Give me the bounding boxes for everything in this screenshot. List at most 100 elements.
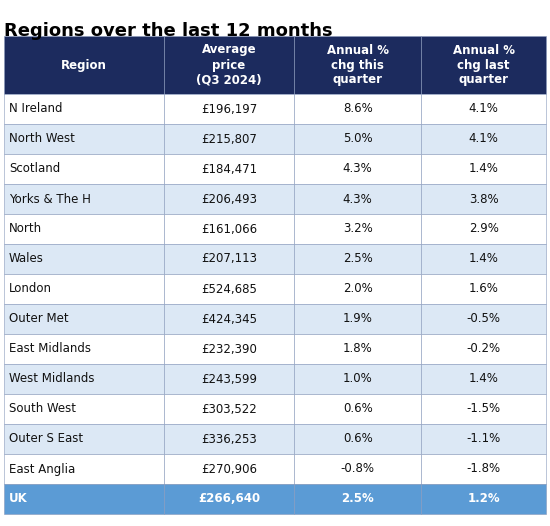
- Bar: [294, 184, 421, 214]
- Text: 5.0%: 5.0%: [343, 133, 372, 146]
- Bar: [4, 36, 164, 94]
- Bar: [294, 274, 421, 304]
- Text: 3.8%: 3.8%: [469, 193, 498, 206]
- Text: £207,113: £207,113: [201, 252, 257, 266]
- Bar: [4, 124, 164, 154]
- Bar: [164, 184, 294, 214]
- Bar: [164, 36, 294, 94]
- Bar: [164, 244, 294, 274]
- Bar: [421, 334, 546, 364]
- Bar: [4, 304, 164, 334]
- Bar: [164, 124, 294, 154]
- Text: Average
price
(Q3 2024): Average price (Q3 2024): [196, 44, 262, 86]
- Text: 0.6%: 0.6%: [343, 402, 372, 416]
- Text: 2.0%: 2.0%: [343, 282, 372, 296]
- Text: 2.5%: 2.5%: [342, 492, 374, 505]
- Bar: [421, 304, 546, 334]
- Text: -0.2%: -0.2%: [466, 342, 500, 356]
- Bar: [421, 364, 546, 394]
- Text: East Midlands: East Midlands: [9, 342, 91, 356]
- Text: £196,197: £196,197: [201, 103, 257, 116]
- Bar: [294, 334, 421, 364]
- Text: Scotland: Scotland: [9, 163, 60, 176]
- Bar: [4, 184, 164, 214]
- Bar: [421, 214, 546, 244]
- Bar: [4, 484, 164, 514]
- Bar: [164, 394, 294, 424]
- Text: N Ireland: N Ireland: [9, 103, 63, 116]
- Text: £303,522: £303,522: [201, 402, 257, 416]
- Text: West Midlands: West Midlands: [9, 372, 95, 386]
- Bar: [294, 124, 421, 154]
- Text: -1.8%: -1.8%: [466, 462, 500, 476]
- Bar: [294, 394, 421, 424]
- Bar: [164, 154, 294, 184]
- Bar: [4, 364, 164, 394]
- Text: 1.9%: 1.9%: [343, 312, 372, 326]
- Text: £184,471: £184,471: [201, 163, 257, 176]
- Text: £161,066: £161,066: [201, 222, 257, 236]
- Bar: [421, 94, 546, 124]
- Text: £524,685: £524,685: [201, 282, 257, 296]
- Text: 4.1%: 4.1%: [469, 103, 499, 116]
- Bar: [421, 424, 546, 454]
- Text: 1.8%: 1.8%: [343, 342, 372, 356]
- Text: 1.2%: 1.2%: [468, 492, 500, 505]
- Text: Outer S East: Outer S East: [9, 432, 83, 446]
- Bar: [294, 94, 421, 124]
- Bar: [294, 244, 421, 274]
- Text: -0.5%: -0.5%: [466, 312, 500, 326]
- Bar: [4, 244, 164, 274]
- Text: North West: North West: [9, 133, 75, 146]
- Bar: [421, 36, 546, 94]
- Text: UK: UK: [9, 492, 28, 505]
- Bar: [294, 364, 421, 394]
- Bar: [294, 154, 421, 184]
- Text: Yorks & The H: Yorks & The H: [9, 193, 91, 206]
- Text: North: North: [9, 222, 42, 236]
- Bar: [164, 304, 294, 334]
- Text: 1.6%: 1.6%: [469, 282, 499, 296]
- Text: 2.9%: 2.9%: [469, 222, 499, 236]
- Text: 1.0%: 1.0%: [343, 372, 372, 386]
- Bar: [421, 244, 546, 274]
- Bar: [4, 94, 164, 124]
- Text: London: London: [9, 282, 52, 296]
- Text: £243,599: £243,599: [201, 372, 257, 386]
- Bar: [421, 184, 546, 214]
- Bar: [4, 154, 164, 184]
- Text: Wales: Wales: [9, 252, 44, 266]
- Bar: [421, 484, 546, 514]
- Text: Outer Met: Outer Met: [9, 312, 69, 326]
- Bar: [421, 394, 546, 424]
- Text: £266,640: £266,640: [198, 492, 260, 505]
- Text: £215,807: £215,807: [201, 133, 257, 146]
- Text: £336,253: £336,253: [201, 432, 257, 446]
- Bar: [164, 454, 294, 484]
- Bar: [421, 124, 546, 154]
- Text: East Anglia: East Anglia: [9, 462, 75, 476]
- Bar: [164, 364, 294, 394]
- Text: South West: South West: [9, 402, 76, 416]
- Text: -0.8%: -0.8%: [340, 462, 375, 476]
- Text: Annual %
chg last
quarter: Annual % chg last quarter: [453, 44, 515, 86]
- Text: £424,345: £424,345: [201, 312, 257, 326]
- Bar: [294, 424, 421, 454]
- Text: 4.1%: 4.1%: [469, 133, 499, 146]
- Text: -1.1%: -1.1%: [466, 432, 501, 446]
- Bar: [164, 274, 294, 304]
- Bar: [421, 454, 546, 484]
- Bar: [294, 304, 421, 334]
- Bar: [4, 214, 164, 244]
- Text: 4.3%: 4.3%: [343, 193, 372, 206]
- Text: -1.5%: -1.5%: [466, 402, 500, 416]
- Text: 0.6%: 0.6%: [343, 432, 372, 446]
- Bar: [421, 154, 546, 184]
- Text: Annual %
chg this
quarter: Annual % chg this quarter: [327, 44, 389, 86]
- Text: £206,493: £206,493: [201, 193, 257, 206]
- Bar: [4, 274, 164, 304]
- Bar: [4, 424, 164, 454]
- Text: 1.4%: 1.4%: [469, 163, 499, 176]
- Bar: [164, 334, 294, 364]
- Text: 2.5%: 2.5%: [343, 252, 372, 266]
